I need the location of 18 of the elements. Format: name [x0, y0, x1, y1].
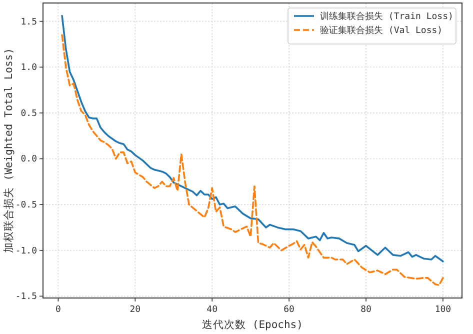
- x-tick-label: 40: [206, 305, 218, 315]
- y-tick-label: -1.0: [15, 246, 37, 256]
- x-tick-label: 60: [284, 305, 294, 315]
- legend-label: 验证集联合损失 (Val Loss): [320, 25, 443, 36]
- y-tick-label: 1.0: [20, 63, 37, 74]
- legend-label: 训练集联合损失 (Train Loss): [320, 11, 454, 22]
- y-tick-label: 0.5: [20, 108, 37, 119]
- y-tick-label: 1.5: [20, 17, 37, 28]
- line-series: [61, 34, 444, 286]
- y-tick-label: -1.5: [15, 292, 37, 302]
- x-tick-label: 0: [55, 305, 61, 315]
- x-tick-label: 100: [434, 305, 452, 315]
- y-tick-label: 0.0: [20, 154, 37, 165]
- y-axis-title: 加权联合损失 (Weighted Total Loss): [2, 48, 15, 254]
- x-axis-title: 迭代次数 (Epochs): [202, 318, 303, 331]
- y-tick-label: -0.5: [15, 200, 37, 211]
- x-tick-label: 80: [360, 305, 372, 315]
- x-tick-label: 20: [130, 305, 141, 315]
